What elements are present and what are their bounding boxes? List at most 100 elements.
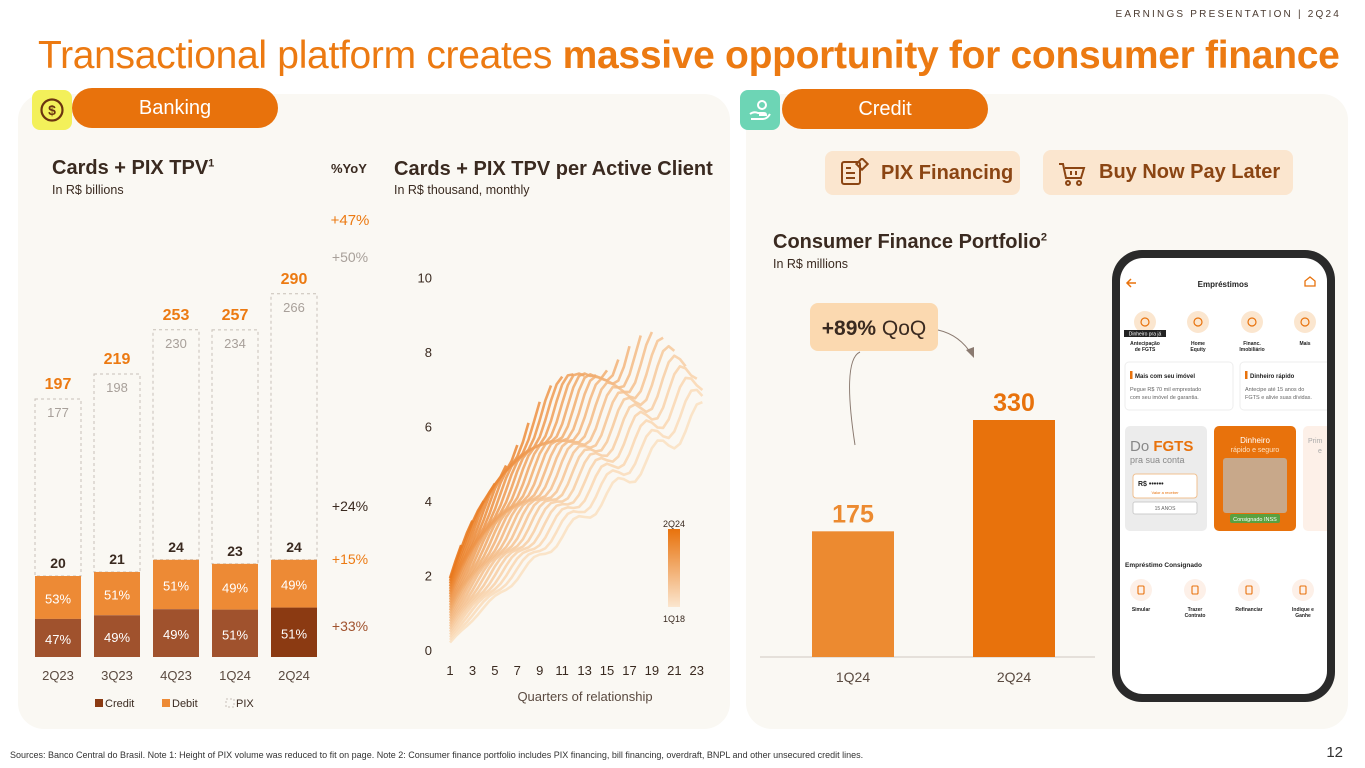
action-label-line2: Contrato — [1185, 613, 1206, 619]
chart1-subtitle: In R$ billions — [52, 183, 124, 197]
cards-total-label: 24 — [168, 539, 184, 555]
menu-label: Antecipação — [1130, 341, 1160, 347]
credit-icon-box — [740, 90, 780, 130]
x-tick-label: 23 — [690, 663, 704, 678]
portfolio-value-label: 175 — [832, 500, 874, 528]
cohort-line — [449, 400, 703, 644]
menu-icon-circle — [1187, 311, 1209, 333]
x-tick-label: 1Q24 — [836, 669, 870, 685]
card1-line2: com seu imóvel de garantia. — [1130, 395, 1199, 401]
pix-financing-button[interactable]: PIX Financing — [825, 151, 1020, 195]
x-tick-label: 3Q23 — [101, 668, 133, 683]
total-value-label: 290 — [281, 271, 308, 288]
x-tick-label: 5 — [491, 663, 498, 678]
x-tick-label: 1Q24 — [219, 668, 251, 683]
x-tick-label: 13 — [577, 663, 591, 678]
growth-badge — [810, 303, 938, 351]
pix-bar — [152, 329, 200, 561]
credit-bar — [94, 615, 140, 657]
bnpl-label: Buy Now Pay Later — [1099, 161, 1281, 183]
shopping-cart-icon — [1059, 162, 1086, 186]
action-icon — [1191, 585, 1199, 595]
debit-pct-label: 49% — [222, 581, 248, 596]
dollar-coin-icon: $ — [40, 98, 64, 122]
menu-icon-circle — [1294, 311, 1316, 333]
action-icon-circle — [1130, 579, 1152, 601]
cohort-gradient-legend — [668, 529, 680, 607]
section-title: Empréstimo Consignado — [1125, 562, 1202, 569]
y-tick-label: 8 — [425, 345, 432, 360]
footer-sources: Sources: Banco Central do Brasil. Note 1… — [10, 750, 864, 760]
y-tick-label: 2 — [425, 568, 432, 583]
y-tick-label: 0 — [425, 643, 432, 658]
portfolio-value-label: 330 — [993, 389, 1035, 417]
card-accent — [1245, 371, 1248, 379]
cohort-line — [448, 369, 609, 614]
card-accent — [1130, 371, 1133, 379]
cohort-line — [448, 482, 497, 587]
action-icon — [1245, 585, 1253, 595]
y-tick-label: 6 — [425, 419, 432, 434]
phone-screen: Empréstimos Antecipação de FGTS Home Equity F… — [1120, 258, 1327, 694]
legend-bottom-label: 1Q18 — [663, 614, 685, 624]
x-tick-label: 2Q24 — [997, 669, 1031, 685]
promo2-title: Dinheiro — [1240, 436, 1270, 445]
cards-total-label: 24 — [286, 539, 302, 555]
x-tick-label: 9 — [536, 663, 543, 678]
x-axis-label: Quarters of relationship — [517, 689, 652, 704]
action-icon-circle — [1238, 579, 1260, 601]
action-label: Trazer — [1188, 607, 1203, 613]
legend-top-label: 2Q24 — [663, 519, 685, 529]
legend-credit-label: Credit — [105, 698, 134, 710]
x-tick-label: 2Q23 — [42, 668, 74, 683]
total-value-label: 197 — [45, 376, 72, 393]
chart1-title: Cards + PIX TPV1 — [52, 157, 215, 179]
promo3-sub: e — [1318, 448, 1322, 455]
y-tick-label: 4 — [425, 494, 432, 509]
promo2-tag: Consignado INSS — [1233, 517, 1277, 523]
total-value-label: 219 — [104, 351, 131, 368]
menu-icon — [1300, 317, 1310, 327]
phone-mockup: Empréstimos Antecipação de FGTS Home Equity F… — [1112, 250, 1335, 702]
bnpl-button[interactable]: Buy Now Pay Later — [1043, 150, 1293, 195]
pix-bar — [34, 398, 82, 577]
debit-pct-label: 51% — [163, 579, 189, 594]
banking-icon-box: $ — [32, 90, 72, 130]
menu-label: Home — [1191, 341, 1205, 347]
cards-total-label: 21 — [109, 551, 125, 567]
promo-third — [1303, 426, 1327, 531]
yoy-header: %YoY — [331, 161, 367, 176]
credit-bar — [212, 609, 258, 657]
promo3-title: Prim — [1308, 438, 1323, 445]
menu-label: Mais — [1299, 341, 1310, 347]
x-tick-label: 19 — [645, 663, 659, 678]
page-title: Transactional platform creates massive o… — [38, 34, 1340, 77]
credit-bar — [271, 607, 317, 657]
chart3-title: Consumer Finance Portfolio2 — [773, 231, 1047, 253]
legend-pix-swatch — [225, 698, 235, 708]
badge-bg — [1124, 330, 1166, 337]
page-number: 12 — [1326, 744, 1343, 761]
cohort-line — [448, 365, 698, 636]
chart3-subtitle: In R$ millions — [773, 257, 849, 271]
cohort-line — [448, 373, 574, 606]
action-label: Refinanciar — [1235, 607, 1262, 613]
cohort-line — [449, 376, 704, 639]
total-value-label: 257 — [222, 307, 249, 324]
pix-financing-icon — [841, 158, 869, 185]
banking-pill: Banking — [72, 88, 278, 128]
menu-label: Financ. — [1243, 341, 1261, 347]
yoy-total: +47% — [331, 212, 370, 229]
menu-icon — [1140, 317, 1150, 327]
consumer-finance-chart: 175 1Q24 330 2Q24 +89% QoQ — [760, 303, 1095, 685]
promo2-photo — [1223, 458, 1287, 513]
menu-label-line2: de FGTS — [1135, 347, 1156, 353]
cards-pix-tpv-chart: 47% 53% 20 177 197 2Q23 49% 51% 21 198 219 3Q23 49% 5… — [34, 212, 370, 710]
credit-pct-label: 51% — [281, 626, 307, 641]
promo-years-box — [1132, 501, 1198, 515]
card1-line1: Pegue R$ 70 mil emprestado — [1130, 387, 1201, 393]
action-icon — [1299, 585, 1307, 595]
yoy-cards: +24% — [332, 498, 368, 514]
pix-value-label: 266 — [283, 300, 305, 315]
action-icon-circle — [1184, 579, 1206, 601]
